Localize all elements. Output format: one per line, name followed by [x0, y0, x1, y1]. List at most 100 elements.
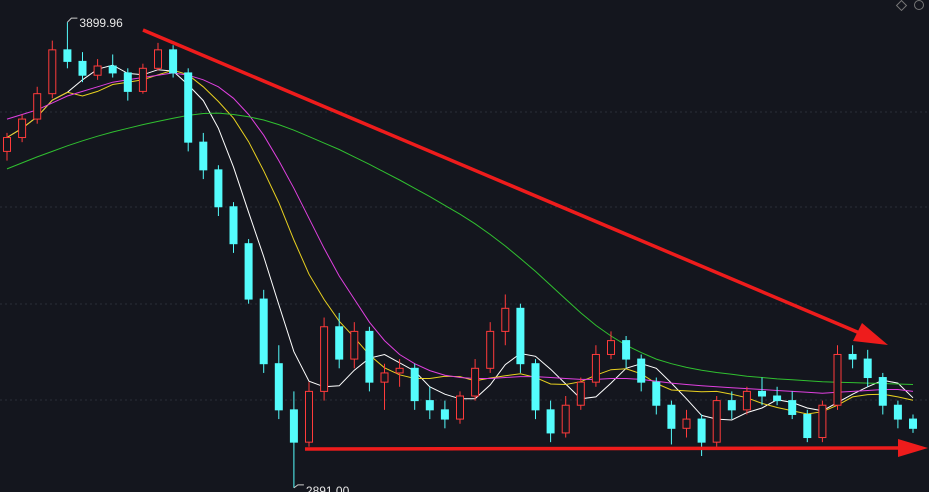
candle: [742, 386, 751, 415]
candle: [229, 202, 238, 253]
candle: [531, 359, 540, 420]
candle-body: [169, 49, 178, 74]
candle-body: [33, 93, 42, 120]
toolbar-icons: [895, 0, 924, 12]
candle: [93, 59, 102, 80]
candle: [803, 409, 812, 443]
candle: [3, 132, 11, 161]
candle-body: [274, 363, 283, 411]
candle: [818, 400, 827, 443]
candle: [169, 45, 178, 78]
candle: [350, 322, 359, 369]
candle-body: [697, 418, 706, 443]
candle: [138, 63, 147, 94]
candle-body: [305, 390, 313, 443]
candle-body: [893, 404, 902, 420]
candle-body: [425, 400, 434, 411]
candle: [848, 345, 857, 369]
candle-body: [818, 404, 827, 439]
candle-body: [63, 49, 72, 62]
candle: [395, 359, 404, 387]
candle-body: [48, 49, 57, 95]
candle-body: [863, 358, 872, 379]
candle-body: [561, 404, 570, 434]
candle: [546, 400, 555, 443]
arrow-head: [853, 323, 888, 345]
candle: [471, 359, 480, 401]
candle-body: [471, 367, 480, 397]
candle-body: [909, 418, 917, 429]
candle-body: [622, 340, 631, 360]
candle: [516, 303, 525, 373]
candle: [259, 289, 268, 373]
annotation-label: 2891.00: [306, 484, 350, 492]
candle: [909, 414, 917, 433]
candle: [199, 132, 208, 180]
candle-body: [229, 206, 238, 245]
candle: [878, 372, 887, 415]
moving-average-line: [6, 112, 914, 385]
candle-body: [138, 67, 147, 92]
candle-body: [456, 395, 464, 420]
candle-body: [214, 169, 223, 208]
candle-body: [395, 367, 404, 374]
candle-body: [637, 358, 646, 383]
candle: [33, 86, 42, 124]
candle-body: [320, 326, 329, 392]
candle: [652, 377, 661, 415]
candle: [380, 363, 389, 410]
annotation-leader: [293, 484, 304, 489]
candle-body: [667, 404, 676, 429]
candle-body: [727, 400, 736, 411]
candle-body: [244, 243, 253, 300]
candle: [833, 345, 842, 410]
candle-body: [440, 409, 449, 420]
candle-body: [742, 390, 751, 411]
candle: [154, 42, 162, 71]
candle: [622, 336, 631, 369]
candle-body: [3, 137, 11, 152]
candle: [682, 409, 691, 438]
candle: [320, 317, 329, 401]
candle: [410, 363, 419, 410]
candle: [289, 391, 298, 488]
trend-line: [142, 28, 863, 336]
candle: [456, 391, 464, 424]
candle: [63, 22, 72, 69]
annotation-leader: [67, 17, 78, 23]
arrow-head: [898, 439, 928, 457]
candle: [440, 400, 449, 429]
candle: [501, 294, 510, 346]
candle: [214, 165, 223, 216]
candle: [123, 68, 132, 101]
trend-arrows: [142, 28, 928, 457]
candle: [48, 40, 57, 99]
icon[interactable]: [914, 0, 924, 10]
candle-body: [350, 330, 359, 360]
candle: [365, 326, 374, 392]
candle: [576, 377, 585, 410]
candle: [727, 391, 736, 420]
candle-body: [878, 377, 887, 406]
candle-body: [788, 400, 797, 415]
candle: [863, 349, 872, 387]
candle: [712, 396, 721, 447]
candle-body: [501, 307, 510, 332]
annotation-label: 3899.96: [79, 16, 123, 30]
candle: [244, 239, 253, 304]
candle-body: [848, 353, 857, 360]
candle-body: [546, 409, 555, 434]
candle-body: [591, 353, 600, 383]
candle-body: [335, 326, 344, 360]
candle-body: [712, 400, 721, 443]
candle-body: [531, 363, 540, 411]
icon[interactable]: [895, 0, 908, 12]
candle-body: [380, 372, 389, 383]
candle-body: [93, 65, 102, 76]
candle: [607, 331, 615, 360]
candle-body: [365, 330, 374, 383]
candle: [78, 52, 87, 83]
candle: [637, 354, 646, 392]
